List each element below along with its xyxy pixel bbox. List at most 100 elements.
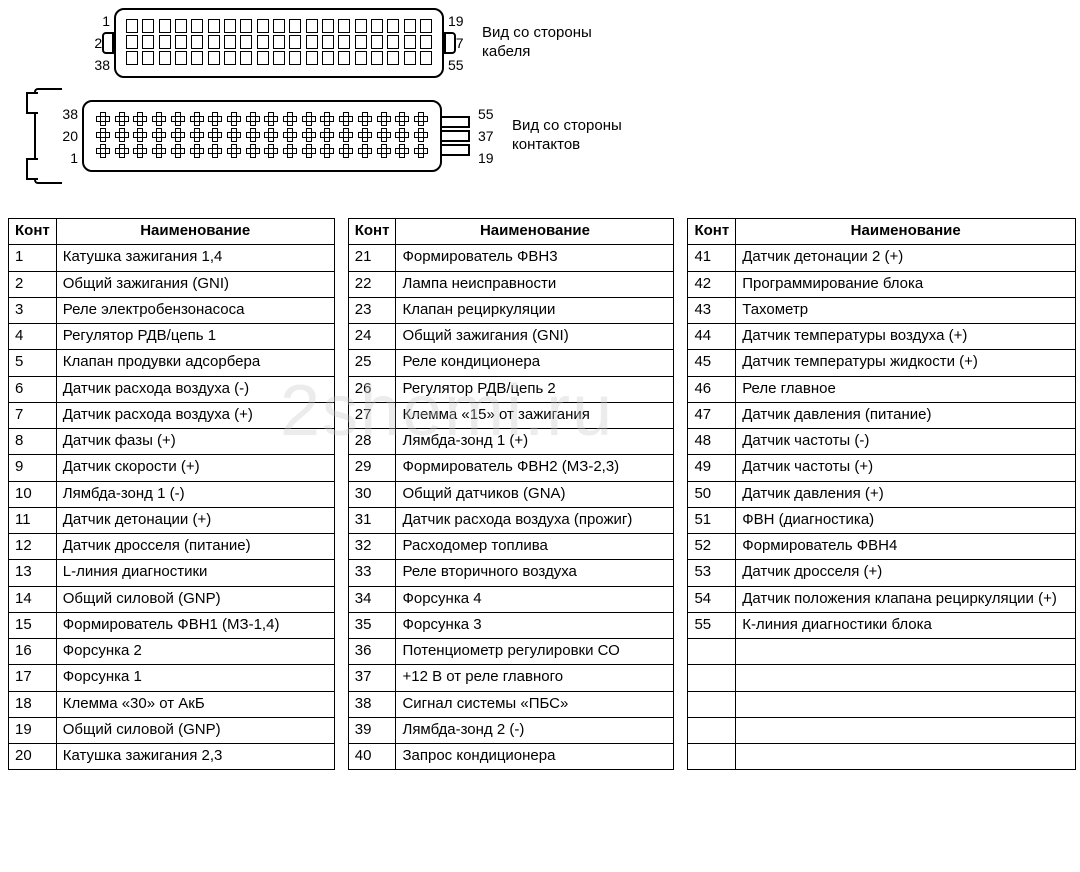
pin-label: 1 [92, 13, 110, 29]
table-row: 1Катушка зажигания 1,421Формирователь ФВ… [9, 245, 1076, 271]
pin-cross-icon [358, 128, 372, 142]
pin-number [688, 665, 736, 691]
pin-name: Клемма «30» от АкБ [56, 691, 334, 717]
pin-cross-icon [171, 112, 185, 126]
pin-square-icon [289, 35, 301, 49]
pin-square-icon [387, 35, 399, 49]
pin-square-icon [355, 51, 367, 65]
pin-square-icon [175, 19, 187, 33]
col-gap [674, 271, 688, 297]
table-row: 12Датчик дросселя (питание)32Расходомер … [9, 534, 1076, 560]
pin-cross-icon [227, 128, 241, 142]
pin-number: 7 [9, 402, 57, 428]
pin-square-icon [159, 35, 171, 49]
pin-number: 3 [9, 297, 57, 323]
conn2-right-labels: 55 37 19 [474, 103, 496, 169]
pin-name: Датчик скорости (+) [56, 455, 334, 481]
page: 2shemi.ru 1 20 38 19 37 55 Вид со сторон… [0, 0, 1080, 770]
col-gap [334, 665, 348, 691]
pin-cross-icon [377, 128, 391, 142]
pin-number: 44 [688, 324, 736, 350]
table-header-row: Конт Наименование Конт Наименование Конт… [9, 219, 1076, 245]
pin-name: Датчик расхода воздуха (+) [56, 402, 334, 428]
pin-cross-icon [190, 128, 204, 142]
pin-number: 4 [9, 324, 57, 350]
pin-name [736, 717, 1076, 743]
col-gap [674, 429, 688, 455]
pin-square-icon [257, 19, 269, 33]
table-row: 9Датчик скорости (+)29Формирователь ФВН2… [9, 455, 1076, 481]
pin-cross-icon [414, 112, 428, 126]
pin-name: Катушка зажигания 2,3 [56, 744, 334, 770]
pin-name: Сигнал системы «ПБС» [396, 691, 674, 717]
pin-number: 14 [9, 586, 57, 612]
pin-name: Датчик дросселя (+) [736, 560, 1076, 586]
pin-row [96, 128, 428, 144]
conn2-left-labels: 38 20 1 [60, 103, 82, 169]
pin-name: Датчик положения клапана рециркуляции (+… [736, 586, 1076, 612]
pin-name: Реле вторичного воздуха [396, 560, 674, 586]
pin-name: Реле главное [736, 376, 1076, 402]
pin-name: Общий зажигания (GNI) [56, 271, 334, 297]
col-gap [674, 586, 688, 612]
pin-number: 24 [348, 324, 396, 350]
pin-name: Катушка зажигания 1,4 [56, 245, 334, 271]
pin-number: 45 [688, 350, 736, 376]
pin-name [736, 639, 1076, 665]
pin-number: 54 [688, 586, 736, 612]
pin-name: Формирователь ФВН1 (МЗ-1,4) [56, 612, 334, 638]
pin-name: Формирователь ФВН3 [396, 245, 674, 271]
pin-label: 19 [448, 13, 466, 29]
col-gap [334, 717, 348, 743]
header-name: Наименование [396, 219, 674, 245]
pin-number: 40 [348, 744, 396, 770]
pin-square-icon [142, 35, 154, 49]
connector-body-2 [82, 100, 442, 172]
pin-number: 25 [348, 350, 396, 376]
pin-number: 28 [348, 429, 396, 455]
pin-number: 33 [348, 560, 396, 586]
col-gap [334, 429, 348, 455]
pin-name: Клапан продувки адсорбера [56, 350, 334, 376]
pin-row [96, 112, 428, 128]
pin-number: 17 [9, 665, 57, 691]
col-gap [674, 219, 688, 245]
pin-number: 27 [348, 402, 396, 428]
pin-number: 38 [348, 691, 396, 717]
conn2-caption: Вид со стороны контактов [512, 117, 622, 155]
pin-square-icon [224, 19, 236, 33]
pin-name: К-линия диагностики блока [736, 612, 1076, 638]
pin-label: 38 [92, 57, 110, 73]
pin-number: 51 [688, 507, 736, 533]
col-gap [334, 245, 348, 271]
pin-name: Форсунка 3 [396, 612, 674, 638]
pin-number: 2 [9, 271, 57, 297]
table-row: 10Лямбда-зонд 1 (-)30Общий датчиков (GNA… [9, 481, 1076, 507]
col-gap [674, 455, 688, 481]
header-pin: Конт [9, 219, 57, 245]
pin-cross-icon [283, 112, 297, 126]
col-gap [674, 350, 688, 376]
col-gap [674, 612, 688, 638]
pin-number: 43 [688, 297, 736, 323]
connector-body-1 [114, 8, 444, 78]
header-name: Наименование [56, 219, 334, 245]
pin-square-icon [240, 35, 252, 49]
col-gap [334, 612, 348, 638]
pin-number: 53 [688, 560, 736, 586]
pin-name: Регулятор РДВ/цепь 1 [56, 324, 334, 350]
pin-cross-icon [133, 128, 147, 142]
pin-square-icon [273, 51, 285, 65]
table-row: 18Клемма «30» от АкБ38Сигнал системы «ПБ… [9, 691, 1076, 717]
pin-number: 29 [348, 455, 396, 481]
pin-label: 55 [448, 57, 466, 73]
pin-square-icon [191, 19, 203, 33]
pin-number: 49 [688, 455, 736, 481]
pin-number: 15 [9, 612, 57, 638]
header-pin: Конт [688, 219, 736, 245]
pin-cross-icon [339, 144, 353, 158]
col-gap [334, 219, 348, 245]
pin-number: 23 [348, 297, 396, 323]
pin-name: L-линия диагностики [56, 560, 334, 586]
pin-cross-icon [246, 112, 260, 126]
